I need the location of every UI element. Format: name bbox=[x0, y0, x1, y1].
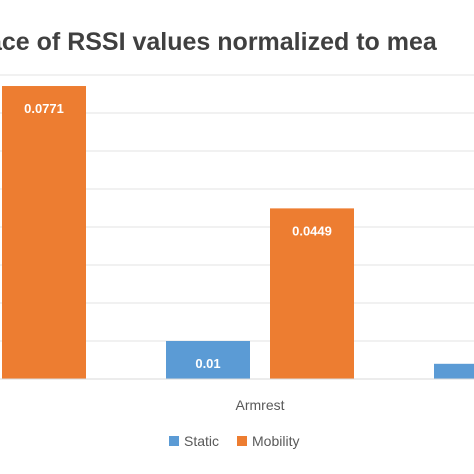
data-labels: 0.0771 0.01 0.0449 0.0 bbox=[24, 101, 474, 394]
legend-label-mobility: Mobility bbox=[252, 433, 299, 449]
legend-swatch-static bbox=[169, 436, 179, 446]
data-label-static-2: 0.0 bbox=[467, 379, 474, 394]
data-label-mobility-1: 0.0449 bbox=[292, 223, 332, 238]
bar-mobility-0 bbox=[2, 86, 86, 380]
bars bbox=[2, 86, 474, 380]
bar-static-1 bbox=[166, 341, 250, 379]
bar-mobility-1 bbox=[270, 208, 354, 379]
x-tick-label-1: Armrest bbox=[236, 397, 285, 413]
chart-title: ace of RSSI values normalized to mea bbox=[0, 28, 438, 56]
data-label-static-1: 0.01 bbox=[195, 356, 220, 371]
data-label-mobility-0: 0.0771 bbox=[24, 101, 64, 116]
x-axis-ticks: rArmrest bbox=[236, 397, 285, 413]
legend: Static Mobility bbox=[169, 433, 299, 449]
bar-static-2 bbox=[434, 363, 474, 379]
legend-swatch-mobility bbox=[237, 436, 247, 446]
legend-label-static: Static bbox=[184, 433, 219, 449]
